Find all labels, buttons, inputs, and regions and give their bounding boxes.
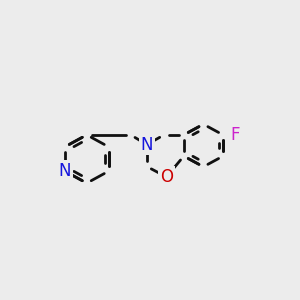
Text: O: O bbox=[160, 168, 173, 186]
Text: N: N bbox=[141, 136, 153, 154]
Text: N: N bbox=[58, 162, 71, 180]
Text: F: F bbox=[230, 126, 240, 144]
